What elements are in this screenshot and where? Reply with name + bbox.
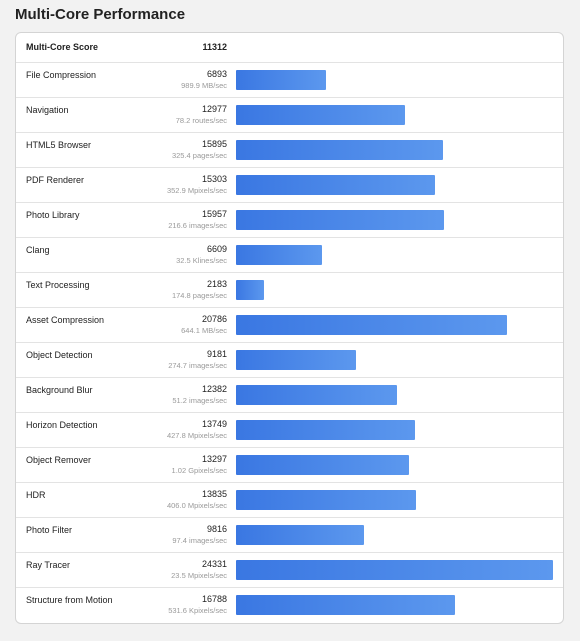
benchmark-score: 9181 [206,349,227,359]
benchmark-rate: 51.2 images/sec [172,396,227,405]
benchmark-rate: 427.8 Mpixels/sec [166,431,227,440]
benchmark-score: 24331 [201,559,227,569]
score-label: Multi-Core Score [26,42,99,52]
benchmark-score: 13297 [201,454,227,464]
benchmark-bar [236,210,444,230]
benchmark-bar [236,350,356,370]
benchmark-row: HTML5 Browser 15895 325.4 pages/sec [16,133,563,168]
benchmark-rate: 531.6 Kpixels/sec [168,606,227,615]
benchmark-bar [236,595,455,615]
benchmark-rate: 989.9 MB/sec [181,81,227,90]
benchmark-bar [236,525,364,545]
benchmark-name: Horizon Detection [26,420,98,430]
benchmark-row: Object Detection 9181 274.7 images/sec [16,343,563,378]
benchmark-row: Photo Filter 9816 97.4 images/sec [16,518,563,553]
benchmark-name: File Compression [26,70,97,80]
benchmark-name: Navigation [26,105,69,115]
benchmark-row: Navigation 12977 78.2 routes/sec [16,98,563,133]
benchmark-bar [236,70,326,90]
benchmark-row: File Compression 6893 989.9 MB/sec [16,63,563,98]
benchmark-row: Horizon Detection 13749 427.8 Mpixels/sec [16,413,563,448]
benchmark-rate: 644.1 MB/sec [181,326,227,335]
benchmark-rate: 32.5 Klines/sec [176,256,227,265]
benchmark-score: 16788 [201,594,227,604]
benchmark-bar [236,455,409,475]
benchmark-bar [236,105,405,125]
benchmark-score: 20786 [201,314,227,324]
benchmark-row: Photo Library 15957 216.6 images/sec [16,203,563,238]
benchmark-score: 13749 [201,419,227,429]
benchmark-rate: 216.6 images/sec [168,221,227,230]
benchmark-score: 12382 [201,384,227,394]
benchmark-bar [236,560,553,580]
benchmark-rate: 23.5 Mpixels/sec [171,571,227,580]
benchmark-bar [236,490,416,510]
benchmark-score: 6609 [206,244,227,254]
benchmark-row: Asset Compression 20786 644.1 MB/sec [16,308,563,343]
benchmark-row: Ray Tracer 24331 23.5 Mpixels/sec [16,553,563,588]
benchmark-score: 2183 [206,279,227,289]
benchmark-name: Text Processing [26,280,90,290]
benchmark-rate: 97.4 images/sec [172,536,227,545]
benchmark-row: PDF Renderer 15303 352.9 Mpixels/sec [16,168,563,203]
benchmark-rate: 174.8 pages/sec [171,291,227,300]
benchmark-score: 9816 [206,524,227,534]
benchmark-name: Background Blur [26,385,93,395]
benchmark-score: 15303 [201,174,227,184]
benchmark-name: Clang [26,245,50,255]
benchmark-row: Structure from Motion 16788 531.6 Kpixels/… [16,588,563,622]
results-table: Multi-Core Score 11312 File Compression 6… [15,32,564,624]
benchmark-name: Object Remover [26,455,92,465]
benchmark-bar [236,175,435,195]
benchmark-row: Text Processing 2183 174.8 pages/sec [16,273,563,308]
benchmark-rate: 406.0 Mpixels/sec [166,501,227,510]
benchmark-list: File Compression 6893 989.9 MB/sec Navigati… [16,63,563,622]
benchmark-name: Object Detection [26,350,93,360]
benchmark-name: Photo Filter [26,525,73,535]
benchmark-bar [236,245,322,265]
benchmark-name: Structure from Motion [26,595,113,605]
benchmark-bar [236,315,507,335]
benchmark-score: 15895 [201,139,227,149]
benchmark-row: Object Remover 13297 1.02 Gpixels/sec [16,448,563,483]
benchmark-bar [236,385,397,405]
benchmark-score: 13835 [201,489,227,499]
benchmark-score: 6893 [206,69,227,79]
score-value: 11312 [202,42,227,52]
benchmark-bar [236,280,264,300]
benchmark-bar [236,140,443,160]
benchmark-score: 15957 [201,209,227,219]
benchmark-name: Asset Compression [26,315,105,325]
benchmark-name: Photo Library [26,210,80,220]
benchmark-name: HTML5 Browser [26,140,92,150]
benchmark-name: Ray Tracer [26,560,71,570]
benchmark-name: HDR [26,490,46,500]
benchmark-rate: 1.02 Gpixels/sec [171,466,227,475]
benchmark-row: Clang 6609 32.5 Klines/sec [16,238,563,273]
benchmark-row: HDR 13835 406.0 Mpixels/sec [16,483,563,518]
benchmark-rate: 352.9 Mpixels/sec [166,186,227,195]
benchmark-rate: 274.7 images/sec [168,361,227,370]
benchmark-bar [236,420,415,440]
page-title: Multi-Core Performance [15,6,186,23]
benchmark-rate: 325.4 pages/sec [171,151,227,160]
multi-core-score-row: Multi-Core Score 11312 [16,33,563,63]
benchmark-score: 12977 [201,104,227,114]
benchmark-row: Background Blur 12382 51.2 images/sec [16,378,563,413]
benchmark-name: PDF Renderer [26,175,85,185]
benchmark-rate: 78.2 routes/sec [175,116,227,125]
